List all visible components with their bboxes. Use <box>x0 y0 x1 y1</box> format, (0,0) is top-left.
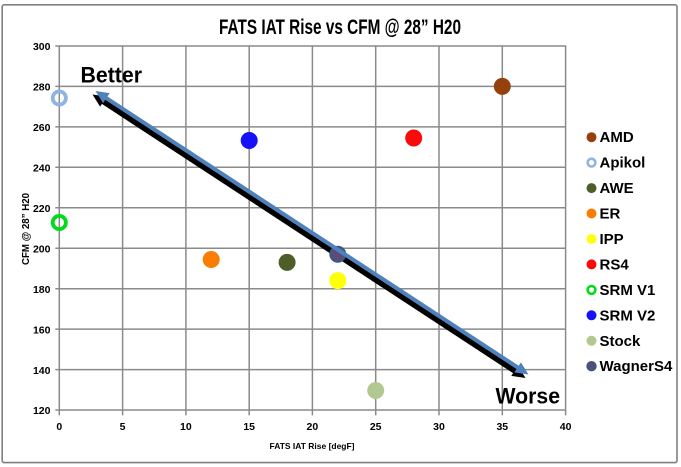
svg-text:120: 120 <box>33 405 51 417</box>
svg-text:FATS IAT Rise vs CFM @ 28” H20: FATS IAT Rise vs CFM @ 28” H20 <box>219 16 461 39</box>
svg-text:Apikol: Apikol <box>600 155 646 172</box>
svg-text:CFM @ 28” H20: CFM @ 28” H20 <box>21 193 32 265</box>
svg-text:40: 40 <box>560 421 572 433</box>
svg-text:WagnerS4: WagnerS4 <box>600 358 673 375</box>
svg-text:Better: Better <box>81 63 143 88</box>
svg-text:RS4: RS4 <box>600 256 630 273</box>
svg-text:20: 20 <box>307 421 319 433</box>
svg-text:280: 280 <box>33 82 51 94</box>
svg-text:240: 240 <box>33 163 51 175</box>
svg-text:AWE: AWE <box>600 180 634 197</box>
svg-text:Stock: Stock <box>600 333 642 350</box>
svg-text:30: 30 <box>433 421 445 433</box>
svg-text:FATS IAT Rise [degF]: FATS IAT Rise [degF] <box>270 441 355 451</box>
svg-text:IPP: IPP <box>600 231 624 248</box>
svg-text:SRM V1: SRM V1 <box>600 282 656 299</box>
svg-text:ER: ER <box>600 206 621 223</box>
svg-text:260: 260 <box>33 122 51 134</box>
svg-text:15: 15 <box>243 421 255 433</box>
svg-text:25: 25 <box>370 421 382 433</box>
svg-text:0: 0 <box>56 421 62 433</box>
svg-text:180: 180 <box>33 284 51 296</box>
svg-text:5: 5 <box>120 421 126 433</box>
svg-text:35: 35 <box>496 421 508 433</box>
svg-text:160: 160 <box>33 324 51 336</box>
svg-text:200: 200 <box>33 243 51 255</box>
svg-text:SRM V2: SRM V2 <box>600 307 656 324</box>
svg-text:AMD: AMD <box>600 129 634 146</box>
svg-text:10: 10 <box>180 421 192 433</box>
svg-text:300: 300 <box>33 41 51 53</box>
svg-text:140: 140 <box>33 365 51 377</box>
svg-text:Worse: Worse <box>496 384 561 409</box>
svg-text:220: 220 <box>33 203 51 215</box>
